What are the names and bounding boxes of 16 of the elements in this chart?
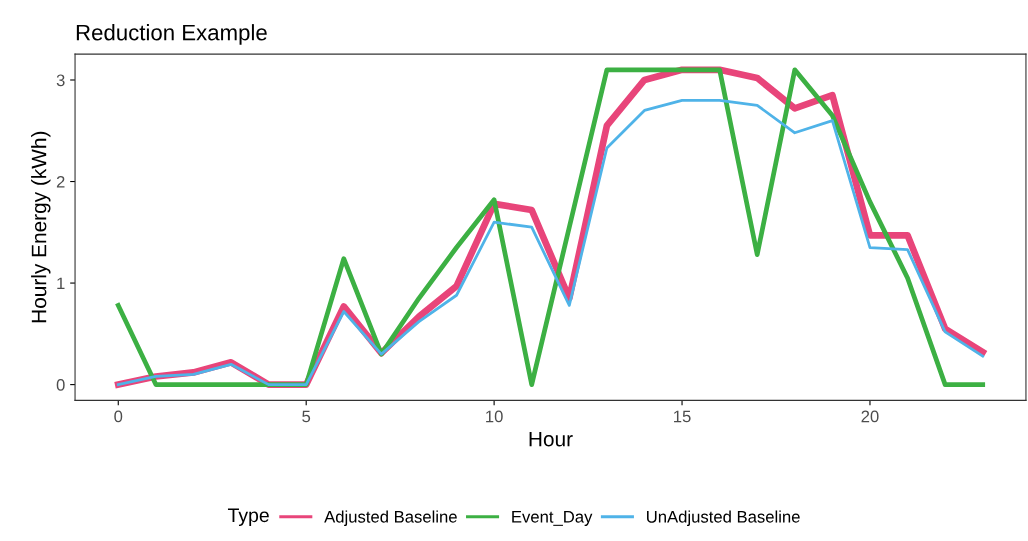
y-tick-label: 3 — [56, 74, 65, 87]
y-axis-title: Hourly Energy (kWh) — [31, 131, 51, 323]
y-tick-label: 2 — [56, 175, 65, 188]
legend-label: UnAdjusted Baseline — [647, 510, 800, 526]
legend-label: Event_Day — [512, 511, 593, 526]
x-tick-label: 20 — [861, 410, 879, 423]
y-tick-label: 1 — [57, 277, 65, 290]
y-tick-label: 0 — [56, 379, 65, 391]
chart-title: Reduction Example — [76, 24, 267, 45]
x-axis-title: Hour — [529, 431, 573, 447]
x-tick-label: 15 — [674, 410, 691, 423]
legend-label: Adjusted Baseline — [324, 510, 457, 526]
x-tick-label: 0 — [114, 410, 123, 423]
x-tick-label: 5 — [302, 410, 311, 423]
x-tick-label: 10 — [486, 410, 503, 423]
legend-title: Type — [227, 508, 269, 526]
